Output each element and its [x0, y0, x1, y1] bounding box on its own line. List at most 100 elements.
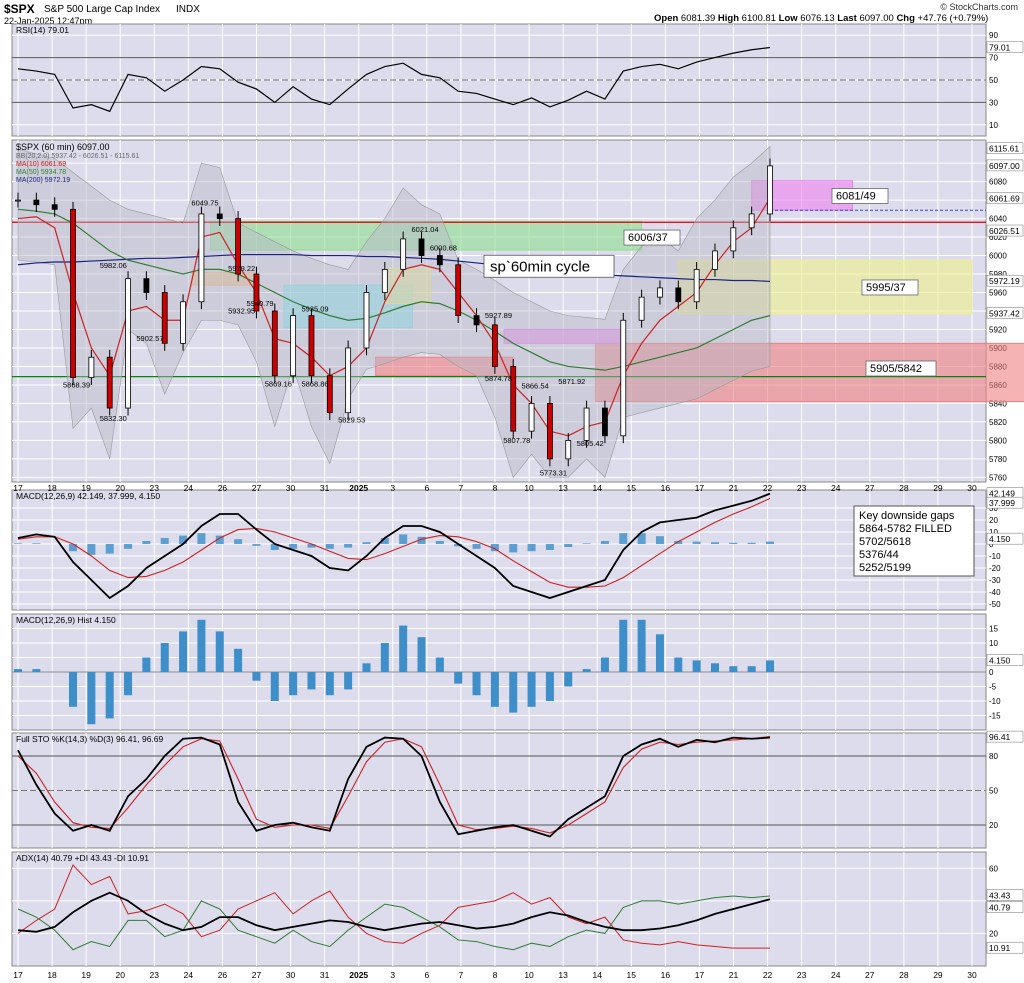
candle-body: [235, 218, 241, 275]
macd-signal-value: 37.999: [989, 498, 1015, 508]
x-tick-label: 16: [661, 483, 671, 493]
x-tick-label: 7: [459, 970, 464, 980]
hist-bar: [435, 657, 444, 672]
price-y-tick: 6040: [989, 215, 1007, 224]
adx-minus-di-value-box: [986, 941, 1024, 954]
candle-body: [657, 287, 663, 298]
hist-bar: [766, 660, 774, 672]
x-tick-label: 18: [47, 483, 57, 493]
macd-legend: MACD(12,26,9) 42.149, 37.999, 4.150: [16, 491, 160, 501]
hist-bar: [14, 669, 22, 672]
hist-bar: [270, 672, 279, 701]
x-tick-label: 31: [320, 483, 330, 493]
x-tick-label: 17: [13, 970, 23, 980]
rsi-y-tick: 10: [989, 121, 998, 130]
x-tick-label: 24: [184, 483, 194, 493]
price-right-label-box: [986, 307, 1024, 319]
candle-body: [638, 296, 645, 321]
candle-body: [161, 292, 168, 344]
candle-body: [712, 250, 718, 270]
hist-bar: [454, 672, 463, 684]
macd-hist-bar: [270, 544, 279, 550]
hist-bar: [105, 672, 114, 719]
macd-hist-bar: [234, 539, 243, 544]
macd-line: [17, 492, 771, 600]
macd-hist-bar: [600, 541, 609, 544]
candle-body: [455, 264, 462, 317]
chg-label: Chg: [896, 13, 915, 24]
sto-y-tick: 80: [989, 752, 998, 761]
price-y-tick: 5820: [989, 418, 1007, 427]
ma10-line: [17, 197, 771, 437]
macd-y-tick: -10: [989, 552, 1001, 561]
key-gaps-box: [853, 505, 975, 577]
macd-hist-bar: [637, 533, 646, 544]
chg-value: +47.76 (+0.79%): [917, 13, 989, 24]
hist-y-tick: 0: [989, 668, 994, 677]
hist-bar: [655, 634, 664, 672]
sto-value-label-box: [986, 730, 1024, 743]
macd-hist-bar: [747, 542, 756, 544]
macd-signal-value-box: [986, 496, 1024, 509]
x-tick-label: 26: [218, 483, 228, 493]
hist-bar: [142, 657, 151, 672]
price-y-tick: 5760: [989, 473, 1007, 482]
price-y-tick: 6080: [989, 178, 1007, 187]
candle-body: [345, 347, 352, 414]
hist-y-tick: -10: [989, 697, 1001, 706]
macd-hist-bar: [362, 542, 371, 544]
candle-body: [491, 324, 498, 367]
macd-hist-bar: [692, 541, 701, 544]
x-tick-label: 14: [592, 970, 602, 980]
exchange-label: INDX: [176, 4, 200, 15]
candle-body: [216, 213, 223, 219]
hist-bar: [747, 666, 756, 672]
x-tick-label: 15: [627, 483, 637, 493]
candle-body: [767, 165, 773, 215]
gap-zone-5905-5842: [595, 342, 1024, 403]
price-point-label: 5866.54: [522, 381, 549, 390]
macd-hist-bar: [435, 541, 444, 544]
price-point-label: 5932.95: [228, 306, 255, 315]
adx-y-tick: 20: [989, 929, 998, 938]
candle-body: [33, 199, 40, 206]
rsi-line: [17, 46, 771, 113]
candle-body: [473, 315, 480, 326]
macd-hist-bar: [32, 543, 41, 544]
candle-body: [106, 356, 113, 409]
rsi-value-label: 79.01: [989, 43, 1011, 53]
candle-body: [602, 407, 608, 437]
price-point-label: 5940.79: [246, 299, 273, 308]
hist-bar: [32, 669, 41, 672]
macd-hist-bar: [766, 541, 774, 544]
adx-line: [17, 891, 771, 933]
hist-y-tick: 10: [989, 639, 998, 648]
rsi-value-label-box: [986, 41, 1024, 53]
price-y-tick: 5800: [989, 436, 1007, 445]
hist-bar: [417, 637, 426, 672]
candle-body: [271, 310, 278, 377]
macd-hist-bar: [197, 533, 206, 544]
price-y-tick: 5980: [989, 270, 1007, 279]
last-value: 6097.00: [859, 13, 894, 24]
sto-k-line: [17, 736, 771, 838]
macd-hist-bar: [179, 535, 188, 544]
price-y-tick: 5920: [989, 325, 1007, 334]
candle-body: [15, 199, 21, 202]
adx-minus-di-value: 10.91: [989, 943, 1011, 953]
hist-bar: [362, 663, 371, 672]
price-point-label: 5805.42: [577, 439, 604, 448]
price-right-label: 6115.61: [989, 144, 1019, 154]
ma200-line: [17, 254, 771, 283]
ma50-line: [17, 208, 771, 371]
chart-timestamp: 22-Jan-2025 12:47pm: [4, 16, 93, 26]
macd-hist-bar: [582, 543, 591, 544]
rsi-y-tick: 30: [989, 98, 998, 107]
adx-value-box: [986, 901, 1024, 913]
key-gaps-line-4: 5252/5199: [859, 562, 911, 574]
index-name: S&P 500 Large Cap Index: [44, 4, 161, 15]
macd-hist-bar: [674, 541, 683, 544]
x-tick-label: 23: [797, 970, 807, 980]
macd-hist-bar: [399, 534, 408, 544]
hist-bar: [710, 663, 719, 672]
